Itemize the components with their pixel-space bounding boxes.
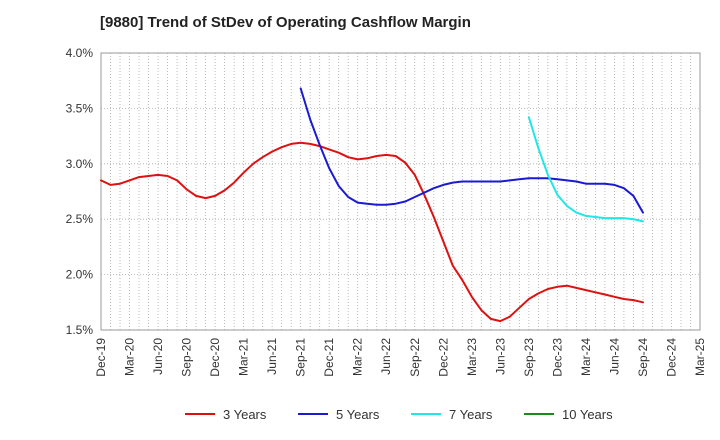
x-tick-label: Dec-19 <box>94 338 108 377</box>
x-tick-label: Mar-22 <box>351 338 365 376</box>
x-tick-label: Mar-25 <box>693 338 707 376</box>
y-tick-label: 3.0% <box>66 157 94 171</box>
x-tick-label: Dec-21 <box>322 338 336 377</box>
x-axis-ticks: Dec-19 Mar-20 Jun-20 Sep-20 Dec-20 Mar-21 Jun-… <box>94 338 707 377</box>
legend-label-7-years: 7 Years <box>449 407 493 422</box>
x-tick-label: Sep-24 <box>636 338 650 377</box>
x-tick-label: Sep-20 <box>180 338 194 377</box>
legend: 3 Years 5 Years 7 Years 10 Years <box>185 407 613 422</box>
series-line-5-years <box>299 87 644 214</box>
legend-label-10-years: 10 Years <box>562 407 613 422</box>
x-tick-label: Sep-22 <box>408 338 422 377</box>
x-tick-label: Dec-24 <box>664 338 678 377</box>
series-lines <box>100 87 644 323</box>
legend-label-3-years: 3 Years <box>223 407 267 422</box>
y-tick-label: 4.0% <box>66 46 94 60</box>
x-tick-label: Jun-22 <box>379 338 393 375</box>
x-tick-label: Dec-22 <box>436 338 450 377</box>
legend-label-5-years: 5 Years <box>336 407 380 422</box>
y-tick-label: 2.5% <box>66 212 94 226</box>
y-axis-ticks: 1.5% 2.0% 2.5% 3.0% 3.5% 4.0% <box>66 46 94 337</box>
x-tick-label: Mar-23 <box>465 338 479 376</box>
x-tick-label: Sep-21 <box>294 338 308 377</box>
y-tick-label: 2.0% <box>66 268 94 282</box>
x-tick-label: Mar-21 <box>237 338 251 376</box>
chart-title: [9880] Trend of StDev of Operating Cashf… <box>100 14 471 31</box>
y-tick-label: 3.5% <box>66 101 94 115</box>
plot-frame <box>100 52 701 331</box>
y-tick-label: 1.5% <box>66 323 94 337</box>
x-tick-label: Dec-23 <box>550 338 564 377</box>
series-line-7-years <box>527 116 644 223</box>
x-tick-label: Jun-23 <box>493 338 507 375</box>
x-tick-label: Mar-20 <box>123 338 137 376</box>
x-tick-label: Jun-20 <box>151 338 165 375</box>
x-tick-label: Jun-21 <box>265 338 279 375</box>
x-tick-label: Jun-24 <box>607 338 621 375</box>
x-tick-label: Sep-23 <box>522 338 536 377</box>
x-tick-label: Dec-20 <box>208 338 222 377</box>
x-tick-label: Mar-24 <box>579 338 593 376</box>
series-line-3-years <box>100 141 644 323</box>
